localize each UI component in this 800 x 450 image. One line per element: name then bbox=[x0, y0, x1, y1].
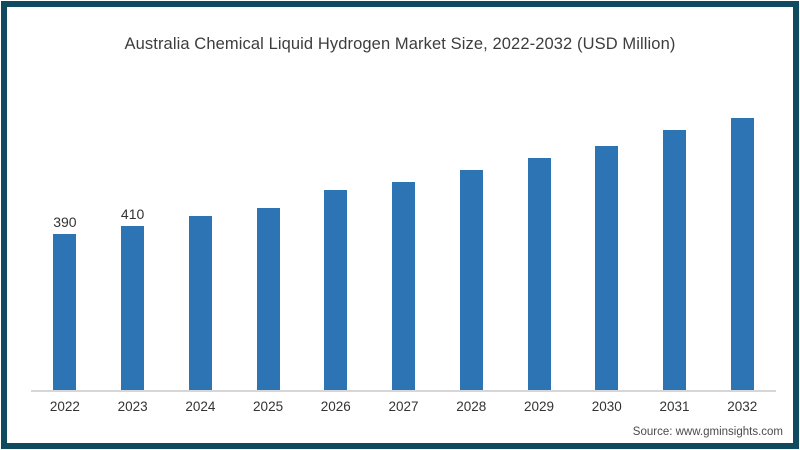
bar-2022 bbox=[53, 234, 77, 390]
bar-column-2026 bbox=[302, 60, 370, 390]
bar-column-2024 bbox=[166, 60, 234, 390]
bar-2025 bbox=[256, 208, 280, 390]
x-tick-label-2028: 2028 bbox=[456, 399, 487, 414]
x-tick-label-2024: 2024 bbox=[185, 399, 216, 414]
x-tick-label-2030: 2030 bbox=[591, 399, 622, 414]
bar-2029 bbox=[527, 158, 551, 390]
x-tick-label-2022: 2022 bbox=[49, 399, 80, 414]
x-axis-line: 390 410 bbox=[31, 60, 776, 392]
chart-title: Australia Chemical Liquid Hydrogen Marke… bbox=[124, 35, 676, 53]
bar-column-2022: 390 bbox=[31, 60, 99, 390]
bar-column-2032 bbox=[708, 60, 776, 390]
bar-2023 bbox=[121, 226, 145, 390]
bar-column-2030 bbox=[573, 60, 641, 390]
bar-value-label-2022: 390 bbox=[53, 214, 77, 230]
bar-2024 bbox=[188, 216, 212, 390]
bar-column-2028 bbox=[437, 60, 505, 390]
x-tick-label-2025: 2025 bbox=[253, 399, 284, 414]
bar-column-2031 bbox=[641, 60, 709, 390]
bar-2026 bbox=[324, 190, 348, 390]
x-tick-label-2032: 2032 bbox=[727, 399, 758, 414]
bar-column-2027 bbox=[370, 60, 438, 390]
bar-2028 bbox=[459, 170, 483, 390]
x-axis-tick-labels: 2022 2023 2024 2025 2026 2027 2028 2029 2030 2031… bbox=[31, 399, 776, 414]
bar-column-2023: 410 bbox=[99, 60, 167, 390]
source-credit: Source: www.gminsights.com bbox=[632, 426, 783, 438]
x-tick-label-2023: 2023 bbox=[117, 399, 148, 414]
bar-2031 bbox=[662, 130, 686, 390]
x-tick-label-2027: 2027 bbox=[388, 399, 419, 414]
bar-2032 bbox=[730, 118, 754, 390]
bar-2027 bbox=[392, 182, 416, 390]
x-tick-label-2029: 2029 bbox=[523, 399, 555, 414]
plot-area: 390 410 2022 2023 2024 2025 2026 2027 2028 2029 2… bbox=[31, 60, 776, 414]
x-tick-label-2031: 2031 bbox=[659, 399, 690, 414]
bar-column-2029 bbox=[505, 60, 573, 390]
bar-value-label-2023: 410 bbox=[120, 206, 145, 222]
bar-column-2025 bbox=[234, 60, 302, 390]
bar-2030 bbox=[595, 146, 619, 390]
x-tick-label-2026: 2026 bbox=[320, 399, 351, 414]
